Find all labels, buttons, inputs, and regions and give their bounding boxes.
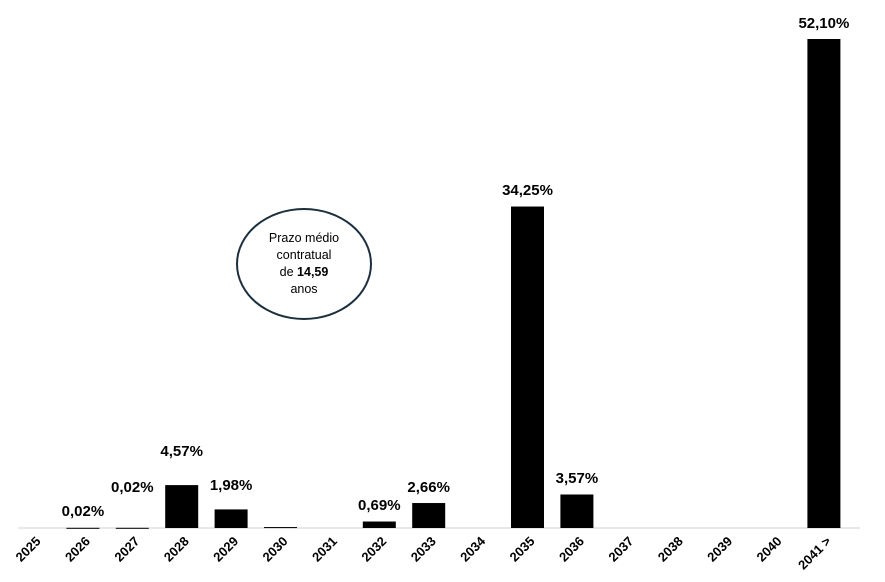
x-tick-2029: 2029: [210, 534, 241, 565]
bar-2027: [115, 527, 149, 529]
bar-2033: [412, 503, 446, 528]
x-tick-2037: 2037: [605, 534, 636, 565]
callout-average-term-value: 14,59: [297, 265, 329, 279]
x-tick-labels-group: 2025 2026 2027 2028 2029 2030 2031 2032 2033 2034…: [13, 533, 835, 573]
x-tick-2028: 2028: [161, 534, 192, 565]
callout-line-3-prefix: de: [279, 265, 298, 279]
bar-2026: [66, 527, 100, 529]
x-tick-2032: 2032: [358, 534, 389, 565]
bar-2030: [264, 527, 297, 529]
callout-line-2: contratual: [276, 248, 332, 262]
x-tick-2040: 2040: [754, 534, 785, 565]
bar-2036: [560, 494, 594, 528]
x-tick-2031: 2031: [309, 534, 340, 565]
average-term-callout: Prazo médio contratual de 14,59 anos: [236, 208, 372, 320]
bars-group: [66, 39, 841, 529]
x-tick-2027: 2027: [111, 534, 142, 565]
bar-2041: [807, 39, 841, 528]
data-label-2029: 1,98%: [210, 477, 253, 494]
x-tick-2034: 2034: [457, 533, 489, 565]
x-tick-2041: 2041 >: [795, 533, 834, 572]
data-label-2041: 52,10%: [798, 15, 849, 32]
data-label-2033: 2,66%: [407, 479, 450, 496]
bar-2029: [214, 509, 248, 528]
bar-2035: [511, 206, 544, 528]
bar-2032: [362, 521, 396, 528]
x-tick-2038: 2038: [655, 534, 686, 565]
x-tick-2036: 2036: [556, 534, 587, 565]
data-labels-group: 0,02% 0,02% 4,57% 1,98% 0,69% 2,66% 34,25% 3,57…: [62, 15, 850, 520]
x-tick-2030: 2030: [260, 534, 291, 565]
data-label-2026: 0,02%: [62, 503, 105, 520]
data-label-2036: 3,57%: [556, 470, 599, 487]
x-tick-2025: 2025: [13, 534, 44, 565]
callout-line-4: anos: [290, 282, 318, 296]
x-tick-2035: 2035: [507, 534, 538, 565]
data-label-2028: 4,57%: [160, 443, 203, 460]
bar-2028: [165, 485, 199, 528]
data-label-2027: 0,02%: [111, 479, 154, 496]
x-tick-2026: 2026: [62, 534, 93, 565]
callout-line-1: Prazo médio: [268, 231, 340, 245]
callout-line-3: de 14,59: [280, 264, 329, 281]
x-tick-2033: 2033: [408, 534, 439, 565]
data-label-2035: 34,25%: [502, 182, 553, 199]
data-label-2032: 0,69%: [358, 497, 401, 514]
x-tick-2039: 2039: [704, 534, 735, 565]
